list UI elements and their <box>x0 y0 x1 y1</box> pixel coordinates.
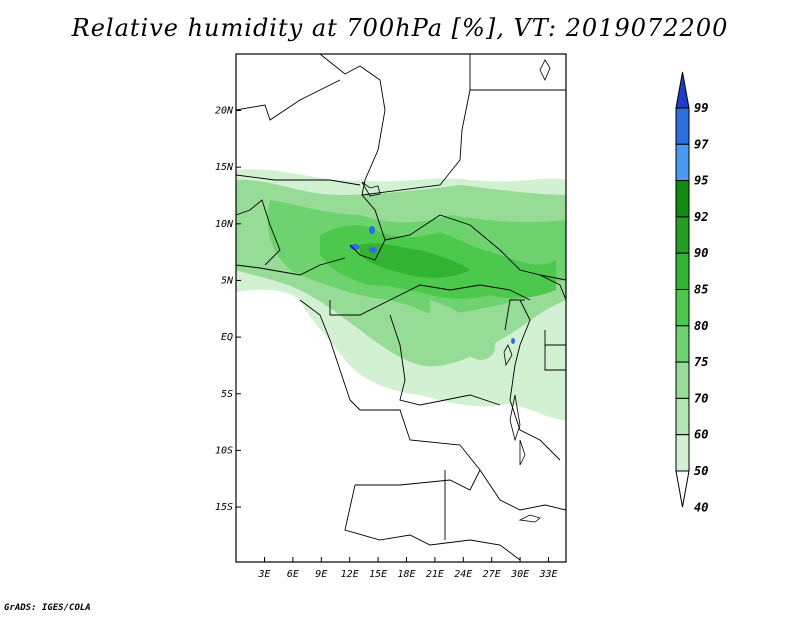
lon-label: 18E <box>397 569 415 580</box>
lat-label: EQ <box>221 332 233 343</box>
colorbar-label: 80 <box>694 319 708 333</box>
map-frame <box>235 53 567 563</box>
colorbar-label: 92 <box>694 210 708 224</box>
lat-label: 5S <box>221 389 233 400</box>
lat-label: 20N <box>215 106 234 117</box>
lon-label: 30E <box>510 569 529 580</box>
colorbar-label: 90 <box>694 246 708 260</box>
colorbar-segment <box>675 216 690 254</box>
lon-label: 12E <box>341 569 359 580</box>
colorbar-segment <box>675 180 690 218</box>
lon-label: 15E <box>369 569 387 580</box>
colorbar-segment <box>675 252 690 290</box>
colorbar-segment <box>675 397 690 436</box>
colorbar-segment <box>675 143 690 182</box>
lat-label: 15N <box>215 162 234 173</box>
colorbar: 99 97 95 92 90 85 80 75 70 60 50 40 <box>675 71 709 514</box>
lat-label: 10N <box>215 219 234 230</box>
lat-label: 10S <box>215 445 233 456</box>
colorbar-label: 95 <box>694 174 708 188</box>
colorbar-label: 75 <box>694 355 708 369</box>
lon-label: 6E <box>287 569 299 580</box>
colorbar-label: 70 <box>694 391 708 405</box>
colorbar-label: 60 <box>694 428 708 442</box>
colorbar-label: 50 <box>694 464 708 478</box>
map-area <box>235 53 567 563</box>
latitude-axis: 20N 15N 10N 5N EQ 5S 10S 15S <box>215 106 241 513</box>
colorbar-label: 99 <box>694 101 708 115</box>
country-borders <box>235 53 567 561</box>
lat-label: 5N <box>221 275 234 286</box>
colorbar-label: 85 <box>694 283 708 297</box>
colorbar-label: 40 <box>694 500 708 514</box>
colorbar-segment <box>675 107 690 145</box>
colorbar-segment <box>675 325 690 363</box>
longitude-axis: 3E 6E 9E 12E 15E 18E 21E 24E 27E 30E 33E <box>257 557 558 580</box>
colorbar-segment <box>675 434 690 472</box>
colorbar-segment <box>675 289 690 327</box>
grads-credit: GrADS: IGES/COLA <box>4 603 91 613</box>
lat-label: 15S <box>215 502 233 513</box>
lon-label: 24E <box>454 569 472 580</box>
lon-label: 21E <box>426 569 444 580</box>
colorbar-segment <box>675 361 690 399</box>
chart-title: Relative humidity at 700hPa [%], VT: 201… <box>71 14 729 42</box>
lakes <box>361 59 551 523</box>
colorbar-label: 97 <box>694 137 709 151</box>
lon-label: 3E <box>257 569 270 580</box>
lon-label: 9E <box>315 569 327 580</box>
lon-label: 33E <box>538 569 557 580</box>
colorbar-top-arrow <box>675 71 690 109</box>
lon-label: 27E <box>483 569 501 580</box>
colorbar-bottom-arrow <box>675 470 690 508</box>
